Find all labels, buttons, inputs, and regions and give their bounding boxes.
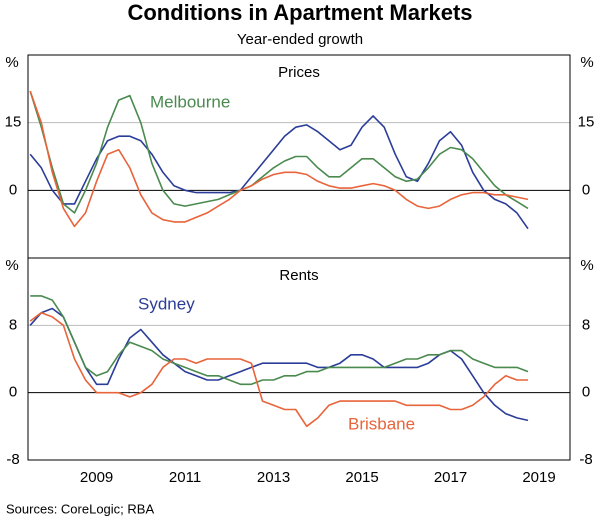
y-tick-label: 0 bbox=[9, 181, 17, 198]
panel-title: Prices bbox=[278, 64, 320, 81]
series-line bbox=[29, 90, 529, 228]
series-line bbox=[29, 115, 529, 230]
chart-subtitle: Year-ended growth bbox=[237, 31, 363, 48]
y-tick-label: 0 bbox=[9, 384, 17, 401]
y-tick-label-right: 15 bbox=[578, 114, 595, 131]
chart-title: Conditions in Apartment Markets bbox=[127, 0, 472, 25]
y-tick-label-right: -8 bbox=[579, 451, 592, 468]
series-label: Melbourne bbox=[150, 92, 230, 111]
y-unit: % bbox=[5, 54, 18, 71]
y-tick-label-right: 0 bbox=[582, 181, 590, 198]
y-tick-label: 8 bbox=[9, 316, 17, 333]
y-tick-label: 15 bbox=[5, 114, 22, 131]
panel-frame bbox=[27, 257, 571, 461]
y-unit-right: % bbox=[580, 257, 593, 274]
x-tick-label: 2015 bbox=[345, 469, 378, 486]
series-line bbox=[30, 295, 529, 386]
x-tick-label: 2013 bbox=[257, 469, 290, 486]
y-tick-label-right: 0 bbox=[582, 384, 590, 401]
panel-title: Rents bbox=[279, 267, 318, 284]
x-tick-label: 2019 bbox=[522, 469, 555, 486]
y-unit-right: % bbox=[580, 54, 593, 71]
series-label: Sydney bbox=[138, 294, 195, 313]
y-unit: % bbox=[5, 257, 18, 274]
source-note: Sources: CoreLogic; RBA bbox=[6, 501, 154, 516]
y-tick-label: -8 bbox=[6, 451, 19, 468]
series-line bbox=[29, 90, 529, 214]
x-tick-label: 2009 bbox=[80, 469, 113, 486]
x-tick-label: 2011 bbox=[169, 469, 201, 486]
series-label: Brisbane bbox=[348, 414, 415, 433]
series-line bbox=[29, 311, 528, 428]
x-tick-label: 2017 bbox=[434, 469, 467, 486]
y-tick-label-right: 8 bbox=[582, 316, 590, 333]
